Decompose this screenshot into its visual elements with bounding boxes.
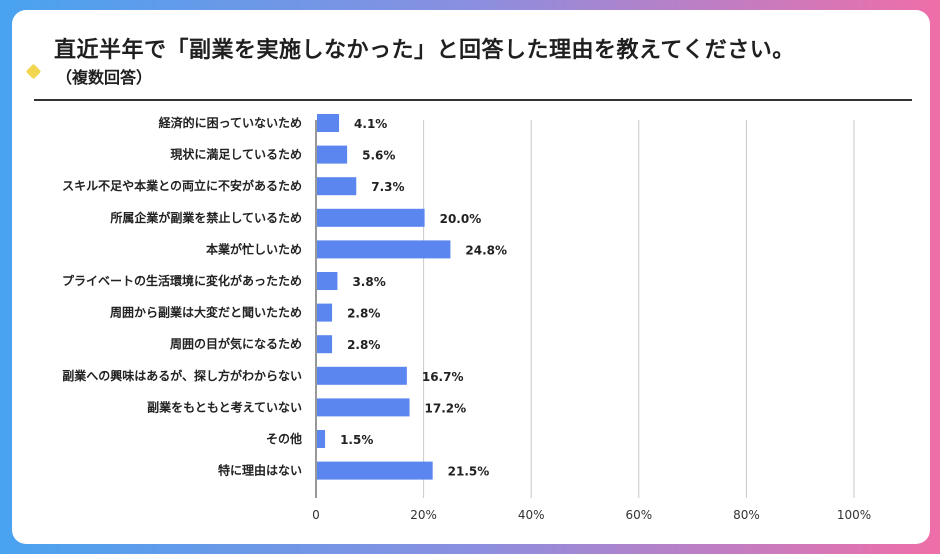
bar	[317, 398, 410, 417]
category-label: 現状に満足しているため	[170, 147, 302, 162]
category-label: 周囲から副業は大変だと聞いたため	[110, 305, 302, 320]
category-label: 本業が忙しいため	[206, 241, 302, 256]
bar	[317, 208, 425, 227]
chart-card: 直近半年で「副業を実施しなかった」と回答した理由を教えてください。 （複数回答）…	[12, 10, 930, 544]
title-divider	[34, 99, 912, 101]
category-label: 特に理由はない	[218, 463, 302, 478]
data-label: 4.1%	[354, 117, 387, 131]
category-label: 副業をもともと考えていない	[147, 399, 302, 414]
category-label: 所属企業が副業を禁止しているため	[110, 210, 302, 225]
data-label: 5.6%	[362, 149, 395, 163]
data-label: 16.7%	[422, 370, 464, 384]
bar	[317, 430, 326, 448]
data-label: 17.2%	[425, 401, 467, 415]
bar	[317, 145, 348, 164]
x-tick-label: 0	[312, 508, 320, 522]
data-label: 1.5%	[340, 433, 373, 447]
bar	[317, 240, 451, 259]
chart-subtitle: （複数回答）	[56, 68, 153, 87]
bar	[317, 303, 333, 322]
data-label: 24.8%	[465, 243, 507, 257]
bar	[317, 366, 407, 385]
category-label: スキル不足や本業との両立に不安があるため	[62, 178, 302, 193]
bar	[317, 177, 357, 196]
category-label: 副業への興味はあるが、探し方がわからない	[62, 368, 302, 383]
bar	[317, 114, 340, 132]
x-tick-label: 20%	[410, 508, 437, 522]
x-tick-label: 100%	[837, 508, 871, 522]
data-label: 7.3%	[371, 180, 404, 194]
data-label: 2.8%	[347, 338, 380, 352]
x-tick-label: 40%	[518, 508, 545, 522]
data-label: 21.5%	[448, 465, 490, 479]
category-label: プライベートの生活環境に変化があったため	[62, 273, 302, 288]
x-tick-label: 80%	[733, 508, 760, 522]
data-label: 3.8%	[352, 275, 385, 289]
data-label: 20.0%	[440, 212, 482, 226]
data-label: 2.8%	[347, 307, 380, 321]
category-label: その他	[266, 431, 302, 446]
bar	[317, 272, 338, 290]
category-label: 経済的に困っていないため	[159, 115, 302, 130]
category-label: 周囲の目が気になるため	[170, 336, 302, 351]
chart-title: 直近半年で「副業を実施しなかった」と回答した理由を教えてください。	[54, 38, 795, 63]
bar	[317, 335, 333, 354]
bar-chart: 0 20% 40% 60% 80% 100% 経済的に困っていないため 4.1% 現状に満足して…	[62, 114, 871, 522]
x-tick-label: 60%	[625, 508, 652, 522]
bar	[317, 461, 433, 480]
